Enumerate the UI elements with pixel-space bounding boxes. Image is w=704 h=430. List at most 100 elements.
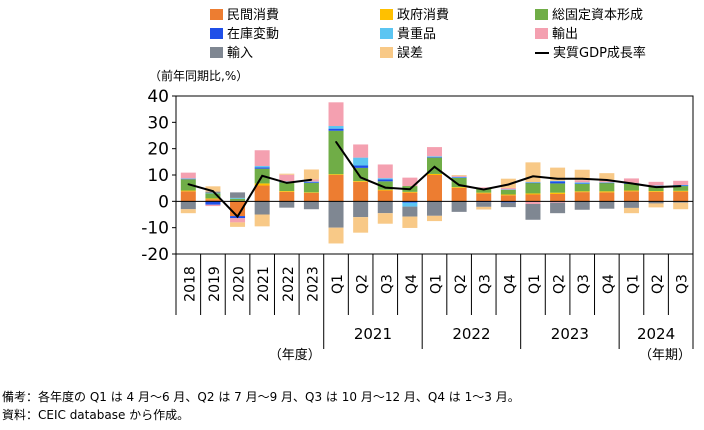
quarter-group-label: （年期） bbox=[639, 348, 691, 363]
bar-exports bbox=[451, 175, 467, 177]
gdp-growth-point bbox=[458, 184, 460, 186]
bar-private bbox=[574, 192, 590, 202]
bar-discrepancy bbox=[476, 206, 492, 210]
bar-gfcf bbox=[303, 182, 319, 193]
year-group-label: 2021 bbox=[354, 325, 392, 343]
bar-exports bbox=[205, 204, 221, 207]
bar-discrepancy bbox=[303, 169, 319, 180]
x-tick-label-annual: 2023 bbox=[305, 266, 321, 302]
bar-valuables bbox=[599, 182, 615, 183]
x-tick-label-quarter: Q1 bbox=[625, 274, 641, 294]
bar-inventory bbox=[353, 165, 369, 168]
x-tick-label-quarter: Q3 bbox=[478, 274, 494, 294]
gdp-growth-point bbox=[187, 183, 190, 186]
x-tick-label-quarter: Q2 bbox=[552, 274, 568, 294]
gdp-growth-point bbox=[507, 183, 510, 186]
legend-label-imports: 輸入 bbox=[227, 46, 253, 61]
x-tick-label-quarter: Q2 bbox=[355, 274, 371, 294]
y-tick-label: 40 bbox=[147, 87, 169, 107]
bar-private bbox=[451, 187, 467, 202]
bar-imports bbox=[427, 201, 442, 216]
bar-government bbox=[427, 173, 442, 175]
bar-government bbox=[525, 193, 541, 195]
bar-valuables bbox=[205, 192, 221, 194]
bar-gfcf bbox=[328, 130, 344, 175]
bar-private bbox=[648, 191, 664, 202]
x-tick-label-quarter: Q3 bbox=[576, 274, 592, 294]
bar-government bbox=[180, 190, 196, 192]
legend-swatch-government bbox=[380, 9, 393, 20]
legend-swatch-exports bbox=[535, 28, 548, 39]
gdp-growth-line bbox=[188, 174, 312, 219]
bar-imports bbox=[451, 201, 467, 212]
bar-valuables bbox=[427, 156, 442, 158]
bar-exports bbox=[648, 181, 664, 186]
gdp-growth-point bbox=[606, 179, 608, 181]
gdp-growth-point bbox=[581, 177, 584, 180]
bar-government bbox=[205, 198, 221, 200]
bar-exports bbox=[525, 201, 541, 204]
bar-imports bbox=[279, 201, 295, 208]
x-tick-label-quarter: Q1 bbox=[330, 274, 346, 294]
bar-imports bbox=[550, 202, 566, 214]
x-tick-label-annual: 2022 bbox=[281, 266, 297, 302]
gdp-growth-point bbox=[679, 185, 682, 187]
gdp-growth-point bbox=[655, 186, 657, 188]
bar-government bbox=[254, 183, 270, 186]
bar-government bbox=[377, 189, 393, 191]
bar-valuables bbox=[180, 178, 196, 179]
bar-government bbox=[353, 181, 369, 182]
x-tick-label-quarter: Q2 bbox=[453, 274, 469, 294]
bar-gfcf bbox=[599, 182, 615, 192]
bar-inventory bbox=[180, 178, 196, 180]
legend-swatch-private bbox=[210, 9, 223, 20]
bar-valuables bbox=[303, 181, 319, 183]
bar-inventory bbox=[574, 183, 590, 184]
bar-government bbox=[476, 192, 492, 194]
bar-exports bbox=[254, 150, 270, 167]
plot-frame bbox=[175, 95, 694, 255]
bar-imports bbox=[648, 201, 664, 204]
bar-valuables bbox=[402, 202, 418, 207]
bar-inventory bbox=[205, 201, 221, 205]
bar-inventory bbox=[599, 182, 615, 184]
legend-swatch-gfcf bbox=[535, 9, 548, 20]
bar-exports bbox=[599, 181, 615, 183]
gdp-growth-point bbox=[556, 177, 559, 180]
bar-gfcf bbox=[500, 189, 516, 195]
bar-private bbox=[550, 193, 566, 202]
bar-exports bbox=[279, 174, 295, 182]
bar-exports bbox=[328, 102, 344, 127]
bar-imports bbox=[476, 202, 492, 207]
bar-inventory bbox=[451, 177, 467, 178]
gdp-growth-point bbox=[630, 182, 633, 185]
bar-imports bbox=[377, 201, 393, 214]
bar-private bbox=[623, 191, 639, 202]
bar-imports bbox=[673, 201, 689, 203]
bar-gfcf bbox=[525, 182, 541, 194]
bar-valuables bbox=[648, 185, 664, 187]
bar-valuables bbox=[230, 197, 246, 199]
year-group-label: 2024 bbox=[637, 325, 675, 343]
bar-gfcf bbox=[574, 183, 590, 192]
note-definition: 備考：各年度の Q1 は 4 月～6 月、Q2 は 7 月～9 月、Q3 は 1… bbox=[2, 390, 520, 404]
bar-discrepancy bbox=[500, 178, 516, 188]
legend-label-government: 政府消費 bbox=[397, 8, 449, 23]
bar-valuables bbox=[451, 176, 467, 178]
bar-gfcf bbox=[279, 182, 295, 192]
bar-exports bbox=[377, 164, 393, 179]
bar-private bbox=[353, 181, 369, 202]
legend-swatch-imports bbox=[210, 47, 223, 58]
bar-government bbox=[500, 194, 516, 196]
bar-exports bbox=[427, 147, 442, 157]
note-source: 資料：CEIC database から作成。 bbox=[2, 408, 190, 422]
x-tick-label-annual: 2021 bbox=[256, 266, 272, 302]
bar-government bbox=[328, 174, 344, 175]
bar-imports bbox=[599, 201, 615, 209]
bar-gfcf bbox=[377, 181, 393, 190]
gdp-growth-point bbox=[409, 188, 411, 191]
gdp-growth-point bbox=[212, 190, 214, 192]
x-tick-label-quarter: Q1 bbox=[429, 274, 445, 294]
bar-government bbox=[574, 191, 590, 193]
bar-government bbox=[599, 191, 615, 193]
